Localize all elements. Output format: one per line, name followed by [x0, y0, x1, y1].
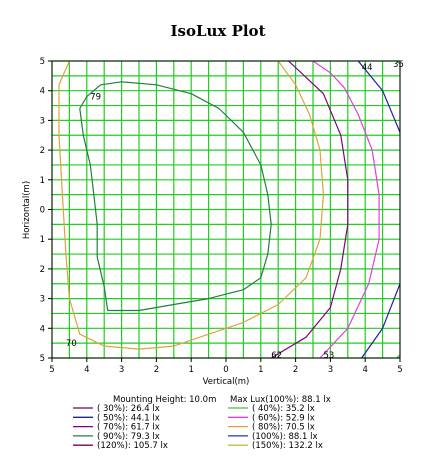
- x-tick-label: 5: [49, 365, 54, 375]
- contour-line: [270, 60, 349, 359]
- contour-line: [357, 60, 401, 133]
- mounting-height-text: Mounting Height: 10.0m: [113, 395, 216, 405]
- y-tick-label: 4: [40, 87, 45, 97]
- x-tick-label: 2: [293, 365, 298, 375]
- legend-entry: ( 60%): 52.9 lx: [252, 413, 315, 423]
- chart-title: IsoLux Plot: [171, 22, 266, 40]
- x-axis-label: Vertical(m): [203, 377, 250, 387]
- contour-line: [58, 60, 324, 350]
- contour-level-label: 44: [362, 63, 373, 73]
- legend-entry: ( 40%): 35.2 lx: [252, 404, 315, 414]
- contour-level-label: 70: [66, 339, 77, 349]
- y-tick-label: 1: [40, 235, 45, 245]
- x-tick-label: 5: [397, 365, 402, 375]
- x-tick-label: 4: [362, 365, 367, 375]
- x-tick-label: 3: [328, 365, 333, 375]
- x-tick-label: 0: [223, 365, 228, 375]
- y-tick-label: 2: [40, 146, 45, 156]
- y-tick-label: 2: [40, 265, 45, 275]
- x-tick-label: 2: [154, 365, 159, 375]
- legend-entry: ( 70%): 61.7 lx: [97, 423, 160, 433]
- legend: ( 30%): 26.4 lx ( 40%): 35.2 lx ( 50%): 44…: [73, 404, 323, 451]
- legend-entry: ( 80%): 70.5 lx: [252, 423, 315, 433]
- grid-layer: [51, 60, 401, 359]
- y-axis-label: Horizontal(m): [22, 181, 32, 239]
- contour-line: [361, 283, 401, 359]
- contour-level-label: 35: [393, 60, 404, 70]
- x-tick-label: 1: [258, 365, 263, 375]
- legend-entry: ( 50%): 44.1 lx: [97, 413, 160, 423]
- contour-layer: [58, 60, 401, 359]
- y-tick-label: 5: [40, 354, 45, 364]
- x-tick-label: 1: [188, 365, 193, 375]
- legend-entry: (120%): 105.7 lx: [97, 441, 168, 451]
- contour-line: [79, 81, 272, 312]
- y-tick-label: 1: [40, 176, 45, 186]
- y-tick-label: 0: [40, 206, 45, 216]
- y-tick-label: 5: [40, 57, 45, 67]
- contour-level-label: 79: [90, 93, 101, 103]
- contour-level-label: 53: [323, 351, 334, 361]
- max-lux-text: Max Lux(100%): 88.1 lx: [230, 395, 331, 405]
- legend-entry: (100%): 88.1 lx: [252, 432, 318, 442]
- contour-level-label: 62: [271, 351, 282, 361]
- contour-label-layer: 79 70 62 53 44 35: [66, 60, 404, 361]
- legend-entry: (150%): 132.2 lx: [252, 441, 323, 451]
- contour-line: [312, 60, 380, 359]
- y-tick-label: 4: [40, 324, 45, 334]
- x-tick-label: 4: [84, 365, 89, 375]
- x-tick-label: 3: [119, 365, 124, 375]
- legend-entry: ( 30%): 26.4 lx: [97, 404, 160, 414]
- legend-entry: ( 90%): 79.3 lx: [97, 432, 160, 442]
- y-tick-label: 3: [40, 116, 45, 126]
- y-tick-label: 3: [40, 295, 45, 305]
